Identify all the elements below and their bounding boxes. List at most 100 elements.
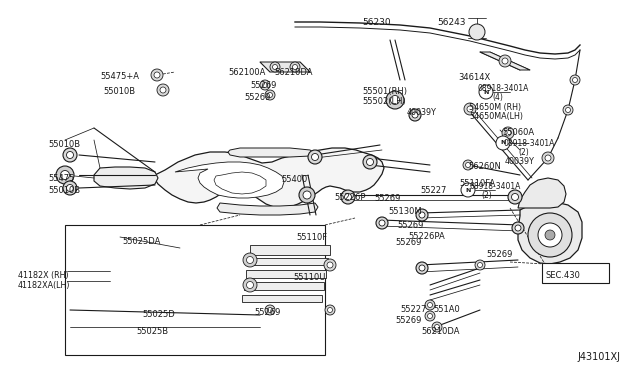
Text: 55010B: 55010B	[103, 87, 135, 96]
Text: 55269: 55269	[374, 194, 401, 203]
Circle shape	[268, 93, 273, 97]
Text: 55025B: 55025B	[136, 327, 168, 336]
Polygon shape	[242, 295, 322, 302]
Text: 55226P: 55226P	[334, 193, 365, 202]
Circle shape	[246, 257, 253, 263]
Circle shape	[243, 253, 257, 267]
Circle shape	[545, 230, 555, 240]
Circle shape	[292, 64, 298, 70]
Circle shape	[379, 220, 385, 226]
Circle shape	[499, 55, 511, 67]
Circle shape	[511, 193, 518, 201]
Text: 56243: 56243	[437, 18, 465, 27]
Circle shape	[475, 260, 485, 270]
Circle shape	[390, 96, 399, 105]
Text: 55475+A: 55475+A	[100, 72, 139, 81]
Text: 551A0: 551A0	[433, 305, 460, 314]
Polygon shape	[518, 202, 582, 264]
Text: 55110U: 55110U	[293, 273, 325, 282]
Polygon shape	[217, 203, 318, 215]
Circle shape	[56, 166, 74, 184]
Circle shape	[545, 155, 551, 161]
Circle shape	[465, 163, 470, 167]
Circle shape	[157, 84, 169, 96]
Circle shape	[363, 155, 377, 169]
Polygon shape	[250, 245, 330, 255]
Circle shape	[508, 190, 522, 204]
Circle shape	[469, 24, 485, 40]
Polygon shape	[480, 52, 530, 70]
Circle shape	[428, 302, 433, 308]
Text: 08918-3401A: 08918-3401A	[470, 182, 522, 191]
Circle shape	[308, 150, 322, 164]
Text: 55269: 55269	[397, 221, 424, 230]
Polygon shape	[154, 148, 384, 208]
Circle shape	[573, 77, 577, 83]
Circle shape	[416, 209, 428, 221]
Text: 56230: 56230	[362, 18, 390, 27]
Text: 55110F: 55110F	[296, 233, 327, 242]
Polygon shape	[175, 162, 284, 198]
Circle shape	[505, 130, 511, 136]
Circle shape	[566, 108, 570, 112]
Circle shape	[299, 187, 315, 203]
Circle shape	[425, 300, 435, 310]
Text: 56210DA: 56210DA	[274, 68, 312, 77]
Circle shape	[538, 223, 562, 247]
Polygon shape	[246, 270, 326, 278]
Circle shape	[160, 87, 166, 93]
Circle shape	[432, 322, 442, 332]
Circle shape	[61, 170, 70, 180]
Circle shape	[428, 314, 433, 318]
Text: 55475: 55475	[48, 174, 74, 183]
Circle shape	[268, 308, 273, 312]
Polygon shape	[228, 148, 315, 157]
Circle shape	[435, 324, 440, 330]
Circle shape	[502, 127, 514, 139]
Text: 55269: 55269	[250, 81, 276, 90]
Polygon shape	[94, 167, 158, 189]
Text: 34614X: 34614X	[458, 73, 490, 82]
Circle shape	[344, 193, 351, 201]
Circle shape	[542, 152, 554, 164]
Circle shape	[312, 154, 319, 160]
Text: N: N	[465, 187, 470, 192]
Polygon shape	[244, 282, 324, 290]
Text: 08918-3401A: 08918-3401A	[503, 139, 554, 148]
Text: (2): (2)	[481, 191, 492, 200]
Circle shape	[425, 311, 435, 321]
Circle shape	[341, 190, 355, 204]
Circle shape	[463, 160, 473, 170]
Text: 55110FA: 55110FA	[459, 179, 495, 188]
Bar	[65, 225, 325, 355]
Circle shape	[154, 72, 160, 78]
Text: 41182X (RH): 41182X (RH)	[18, 271, 68, 280]
Text: 08918-3401A: 08918-3401A	[477, 84, 529, 93]
Circle shape	[328, 308, 333, 312]
Circle shape	[324, 259, 336, 271]
Circle shape	[419, 212, 425, 218]
FancyBboxPatch shape	[542, 263, 609, 283]
Circle shape	[386, 91, 404, 109]
Circle shape	[512, 222, 524, 234]
Text: 40039Y: 40039Y	[407, 108, 437, 117]
Text: N: N	[500, 141, 506, 145]
Circle shape	[479, 85, 493, 99]
Circle shape	[563, 105, 573, 115]
Text: 55269: 55269	[244, 93, 270, 102]
Text: 55226PA: 55226PA	[408, 232, 445, 241]
Polygon shape	[260, 62, 310, 72]
Circle shape	[63, 181, 77, 195]
Circle shape	[412, 112, 418, 118]
Circle shape	[528, 213, 572, 257]
Circle shape	[477, 263, 483, 267]
Text: 55269: 55269	[395, 316, 421, 325]
Text: 55130M: 55130M	[388, 207, 422, 216]
Circle shape	[260, 80, 270, 90]
Text: N: N	[483, 90, 489, 94]
Circle shape	[325, 305, 335, 315]
Circle shape	[419, 265, 425, 271]
Text: 55227: 55227	[420, 186, 446, 195]
Text: 55502(LH): 55502(LH)	[362, 97, 406, 106]
Circle shape	[303, 191, 311, 199]
